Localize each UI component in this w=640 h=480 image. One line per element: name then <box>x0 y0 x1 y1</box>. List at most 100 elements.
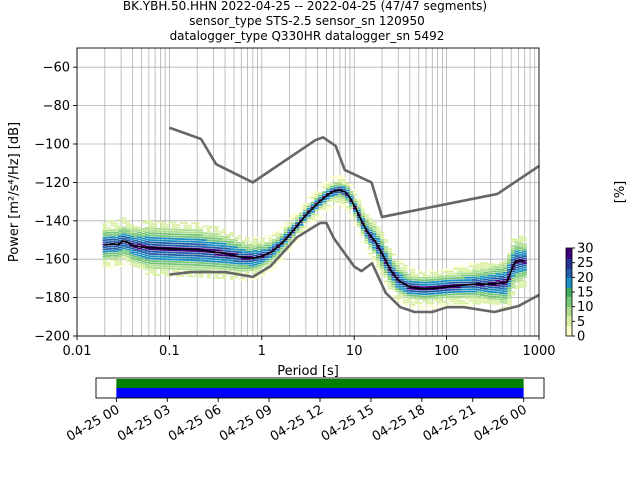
heat-cell <box>472 276 477 279</box>
heat-cell <box>218 277 223 279</box>
heat-cell <box>387 275 393 278</box>
heat-cell <box>483 299 489 302</box>
heat-cell <box>129 240 134 243</box>
heat-cell <box>152 264 158 267</box>
heat-cell <box>218 261 223 263</box>
heat-cell <box>137 261 142 264</box>
heat-cell <box>202 232 208 235</box>
heat-cell <box>514 264 520 267</box>
heat-cell <box>518 249 524 252</box>
heat-cell <box>372 242 377 245</box>
heat-cell <box>195 234 200 236</box>
heat-cell <box>503 301 508 304</box>
heat-cell <box>129 254 134 257</box>
heat-cell <box>225 250 231 252</box>
heat-cell <box>495 270 500 273</box>
heat-cell <box>410 281 416 283</box>
heat-cell <box>510 245 516 247</box>
heat-cell <box>241 242 246 244</box>
heat-cell <box>187 259 192 261</box>
heat-cell <box>302 212 308 214</box>
heat-cell <box>256 248 262 251</box>
heat-cell <box>125 220 131 223</box>
heat-cell <box>329 206 335 209</box>
heat-cell <box>102 225 108 228</box>
heat-cell <box>268 269 273 272</box>
heat-cell <box>202 250 208 253</box>
heat-cell <box>175 231 181 233</box>
heat-cell <box>245 255 250 258</box>
heat-cell <box>187 275 192 278</box>
heat-cell <box>433 299 439 302</box>
heat-cell <box>141 232 146 235</box>
heat-cell <box>202 262 208 265</box>
heat-cell <box>148 241 154 244</box>
plot-frame <box>76 47 540 337</box>
heat-cell <box>133 260 138 263</box>
heat-cell <box>522 255 527 258</box>
heat-cell <box>164 260 169 263</box>
heat-cell <box>210 237 215 240</box>
heat-cell <box>195 227 200 229</box>
heat-cell <box>210 242 215 244</box>
heat-cell <box>125 232 131 235</box>
heat-cell <box>345 182 350 185</box>
heat-cell <box>376 268 381 270</box>
heat-cell <box>264 251 269 254</box>
heat-cell <box>198 255 204 257</box>
heat-cell <box>191 238 196 241</box>
heat-cell <box>326 190 331 193</box>
heat-cell <box>222 249 227 252</box>
heat-cell <box>326 199 331 202</box>
heat-cell <box>306 205 312 208</box>
heat-cell <box>133 244 138 247</box>
heat-cell <box>476 302 481 305</box>
heat-cell <box>403 274 408 276</box>
heat-cell <box>233 264 238 267</box>
heat-cell <box>252 240 258 243</box>
heat-cell <box>206 274 212 276</box>
heat-cell <box>510 240 516 243</box>
colorbar-segment <box>566 330 572 332</box>
heat-cell <box>241 249 246 251</box>
heat-cell <box>206 239 212 242</box>
heat-cell <box>260 242 265 245</box>
heat-cell <box>114 222 119 225</box>
heat-cell <box>160 267 165 270</box>
heat-cell <box>476 272 481 275</box>
heat-cell <box>175 265 181 268</box>
heat-cell <box>171 267 177 270</box>
heat-cell <box>210 225 215 228</box>
heat-cell <box>391 272 396 274</box>
heat-cell <box>237 278 242 281</box>
heat-cell <box>453 288 458 291</box>
heat-cell <box>406 292 412 294</box>
heat-cell <box>144 254 150 257</box>
heat-cell <box>237 237 242 240</box>
heat-cell <box>522 248 527 251</box>
heat-cell <box>125 225 131 228</box>
heat-cell <box>118 239 123 242</box>
heat-cell <box>391 278 396 281</box>
heat-cell <box>164 228 169 231</box>
heat-cell <box>202 253 208 255</box>
heat-cell <box>152 234 158 237</box>
heat-cell <box>345 208 350 210</box>
heat-cell <box>264 258 269 261</box>
heat-cell <box>198 234 204 237</box>
heat-cell <box>291 224 296 227</box>
heat-cell <box>333 184 339 187</box>
heat-cell <box>368 231 373 234</box>
heat-cell <box>175 224 181 227</box>
heat-cell <box>518 235 524 238</box>
heat-cell <box>329 185 335 188</box>
heat-cell <box>152 255 158 258</box>
heat-cell <box>464 295 470 298</box>
colorbar-segment <box>566 300 572 303</box>
heat-cell <box>137 247 142 250</box>
heat-cell <box>472 290 477 293</box>
colorbar-segment <box>566 333 572 335</box>
heat-cell <box>229 259 235 262</box>
heat-cell <box>233 257 238 260</box>
heat-cell <box>114 245 119 248</box>
